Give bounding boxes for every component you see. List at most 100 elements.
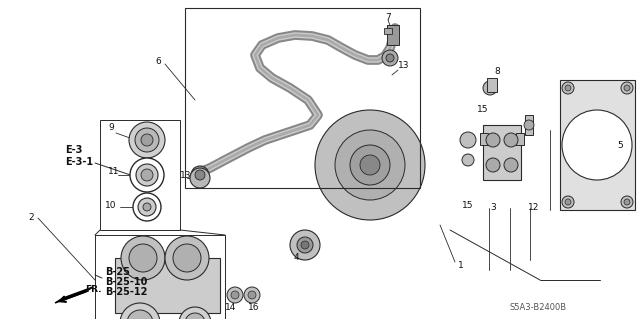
Text: B-25-10: B-25-10 <box>105 277 147 287</box>
Text: E-3: E-3 <box>65 145 83 155</box>
FancyArrowPatch shape <box>60 291 88 302</box>
Circle shape <box>250 45 490 285</box>
Circle shape <box>141 169 153 181</box>
Circle shape <box>460 132 476 148</box>
Text: 11: 11 <box>108 167 120 176</box>
Circle shape <box>248 291 256 299</box>
Circle shape <box>382 50 398 66</box>
Bar <box>525 115 533 135</box>
Circle shape <box>280 75 460 255</box>
Circle shape <box>621 196 633 208</box>
Circle shape <box>562 196 574 208</box>
Circle shape <box>231 291 239 299</box>
Circle shape <box>121 236 165 280</box>
Text: 3: 3 <box>490 204 496 212</box>
Circle shape <box>205 0 535 319</box>
Circle shape <box>141 134 153 146</box>
Bar <box>115 258 220 313</box>
Circle shape <box>624 199 630 205</box>
Bar <box>95 235 225 319</box>
Text: 5: 5 <box>617 140 623 150</box>
Text: FR.: FR. <box>85 285 102 294</box>
Bar <box>480 133 488 145</box>
Text: 15: 15 <box>462 201 474 210</box>
Text: 9: 9 <box>108 123 114 132</box>
Bar <box>487 78 497 92</box>
Bar <box>185 8 420 188</box>
Circle shape <box>290 230 320 260</box>
Circle shape <box>133 193 161 221</box>
Text: 13: 13 <box>398 61 410 70</box>
Text: 6: 6 <box>155 57 161 66</box>
Text: 13: 13 <box>180 170 191 180</box>
Bar <box>384 28 392 34</box>
Circle shape <box>138 198 156 216</box>
Text: B-25: B-25 <box>105 267 130 277</box>
Circle shape <box>524 120 534 130</box>
Text: 16: 16 <box>248 302 259 311</box>
Bar <box>483 125 521 180</box>
Text: 2: 2 <box>28 213 34 222</box>
Circle shape <box>129 122 165 158</box>
Circle shape <box>621 82 633 94</box>
Circle shape <box>191 166 209 184</box>
Circle shape <box>301 241 309 249</box>
Circle shape <box>120 303 160 319</box>
Circle shape <box>165 236 209 280</box>
Circle shape <box>160 0 580 319</box>
Circle shape <box>350 145 390 185</box>
Circle shape <box>562 110 632 180</box>
Circle shape <box>386 54 394 62</box>
Circle shape <box>265 60 475 270</box>
Circle shape <box>220 15 520 315</box>
Text: 7: 7 <box>385 12 391 21</box>
Text: 4: 4 <box>294 254 300 263</box>
Circle shape <box>335 130 405 200</box>
Circle shape <box>504 158 518 172</box>
Circle shape <box>562 82 574 94</box>
Bar <box>100 120 180 230</box>
Circle shape <box>195 170 205 180</box>
Circle shape <box>565 85 571 91</box>
Circle shape <box>173 244 201 272</box>
Circle shape <box>624 85 630 91</box>
Text: 12: 12 <box>528 204 540 212</box>
Circle shape <box>143 203 151 211</box>
Circle shape <box>185 313 205 319</box>
Circle shape <box>190 0 550 319</box>
Text: 1: 1 <box>458 261 464 270</box>
Circle shape <box>244 287 260 303</box>
Circle shape <box>504 133 518 147</box>
Circle shape <box>295 90 445 240</box>
Circle shape <box>325 120 415 210</box>
Text: B-25-12: B-25-12 <box>105 287 147 297</box>
Circle shape <box>227 287 243 303</box>
Circle shape <box>175 0 565 319</box>
Circle shape <box>360 155 380 175</box>
Text: 15: 15 <box>477 106 488 115</box>
Text: 8: 8 <box>494 68 500 77</box>
Text: 14: 14 <box>225 302 236 311</box>
Circle shape <box>310 105 430 225</box>
Polygon shape <box>55 287 93 303</box>
Circle shape <box>315 110 425 220</box>
Bar <box>387 25 399 45</box>
Circle shape <box>486 158 500 172</box>
Circle shape <box>160 0 580 319</box>
Bar <box>560 80 635 210</box>
Circle shape <box>565 199 571 205</box>
Circle shape <box>483 81 497 95</box>
Bar <box>516 133 524 145</box>
Circle shape <box>179 307 211 319</box>
Text: S5A3-B2400B: S5A3-B2400B <box>510 302 567 311</box>
Circle shape <box>136 164 158 186</box>
Circle shape <box>235 30 505 300</box>
Circle shape <box>486 133 500 147</box>
Text: 10: 10 <box>105 201 116 210</box>
Text: E-3-1: E-3-1 <box>65 157 93 167</box>
Circle shape <box>297 237 313 253</box>
Circle shape <box>130 158 164 192</box>
Circle shape <box>135 128 159 152</box>
Circle shape <box>462 154 474 166</box>
Circle shape <box>129 244 157 272</box>
